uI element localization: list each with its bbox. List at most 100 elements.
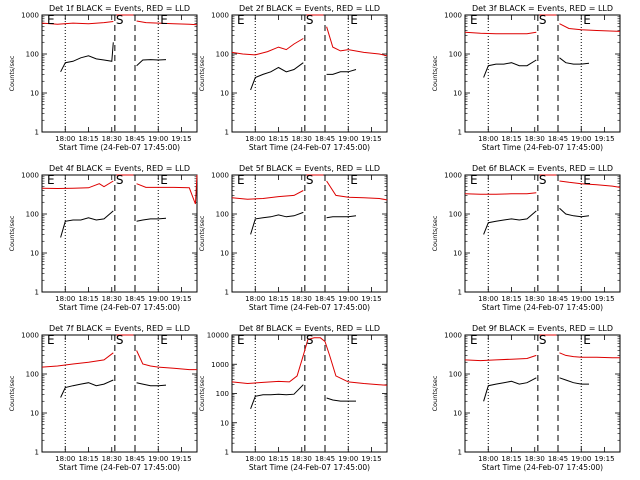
panel-7-xtick-label: 19:15 [171,455,191,463]
panel-8-xtick-label: 18:30 [292,455,312,463]
panel-2-series-red-line [326,26,388,57]
panel-9-marker-s: S [539,333,547,347]
panel-3-xtick-label: 18:30 [525,135,545,143]
panel-9-xtick-label: 18:45 [548,455,568,463]
panel-1-ytick-label: 100 [26,51,39,59]
panel-7-ylabel: Counts/sec [8,375,16,411]
panel-2-ytick-label: 100 [216,51,229,59]
panel-3: Det 3f BLACK = Events, RED = LLD 1 10 100 10… [431,4,621,152]
panel-1-xlabel: Start Time (24-Feb-07 17:45:00) [59,143,180,152]
panel-9-title: Det 9f BLACK = Events, RED = LLD [472,324,613,333]
panel-3-marker-e-end: E [583,13,591,27]
panel-5-title: Det 5f BLACK = Events, RED = LLD [239,164,380,173]
panel-6: Det 6f BLACK = Events, RED = LLD 1 10 100 10… [431,164,621,312]
panel-8-ytick-label: 1000 [211,361,229,369]
panel-9-series-black-line [483,377,537,402]
panel-7-marker-e-start: E [47,333,55,347]
panel-3-ytick-label: 100 [449,51,462,59]
panel-5-series-red-line [326,180,388,201]
panel-4-ytick-label: 1000 [21,172,39,180]
panel-1-marker-e-end: E [160,13,168,27]
panel-1-xtick-label: 18:15 [78,135,98,143]
panel-1-marker-s: S [116,13,124,27]
panel-2-ytick-label: 10 [220,90,229,98]
panel-8-series-black-line [250,384,304,409]
panel-2-xtick-label: 18:30 [292,135,312,143]
panel-9-marker-e-start: E [470,333,478,347]
panel-4-xlabel: Start Time (24-Feb-07 17:45:00) [59,303,180,312]
panel-1-xtick-label: 19:00 [148,135,168,143]
panel-5-ylabel: Counts/sec [198,215,206,251]
panel-7-title: Det 7f BLACK = Events, RED = LLD [49,324,190,333]
panel-3-title: Det 3f BLACK = Events, RED = LLD [472,4,613,13]
panel-2-xtick-label: 19:15 [361,135,381,143]
panel-7-xtick-label: 18:45 [125,455,145,463]
panel-1-xtick-label: 18:00 [55,135,75,143]
panel-1-xtick-label: 18:30 [102,135,122,143]
panel-3-xtick-label: 18:00 [478,135,498,143]
panel-9-xtick-label: 19:15 [594,455,614,463]
panel-8-xlabel: Start Time (24-Feb-07 17:45:00) [249,463,370,472]
panel-4-marker-e-start: E [47,173,55,187]
panel-7-ytick-label: 1 [35,449,39,457]
panel-3-xtick-label: 19:00 [571,135,591,143]
panel-9-xtick-label: 19:00 [571,455,591,463]
panel-2: Det 2f BLACK = Events, RED = LLD 1 10 100 10… [198,4,388,152]
panel-1: Det 1f BLACK = Events, RED = LLD 1 10 100 10… [8,4,198,152]
panel-8-marker-e-end: E [350,333,358,347]
panel-3-series-red-line [464,31,537,35]
panel-4-marker-s: S [116,173,124,187]
panel-7-ytick-label: 100 [26,371,39,379]
panel-4-xtick-label: 19:00 [148,295,168,303]
panel-9-ylabel: Counts/sec [431,375,439,411]
panel-1-ytick-label: 10 [30,90,39,98]
panel-9-ytick-label: 100 [449,371,462,379]
panel-3-xtick-label: 19:15 [594,135,614,143]
panel-3-marker-e-start: E [470,13,478,27]
panel-1-series-red-line [136,20,198,26]
panel-6-ytick-label: 1000 [444,172,462,180]
panel-7-ytick-label: 1000 [21,332,39,340]
panel-5-ytick-label: 10 [220,250,229,258]
panel-7-xtick-label: 19:00 [148,455,168,463]
panel-8-ytick-label: 100 [216,390,229,398]
panel-3-series-red-line [559,23,621,32]
panel-8-marker-e-start: E [237,333,245,347]
panel-4-xtick-label: 18:15 [78,295,98,303]
panel-4-ylabel: Counts/sec [8,215,16,251]
panel-6-series-black-line [559,207,590,218]
panel-4-xtick-label: 19:15 [171,295,191,303]
panel-5-ytick-label: 100 [216,211,229,219]
panel-5-ytick-label: 1000 [211,172,229,180]
panel-7-xtick-label: 18:15 [78,455,98,463]
panel-7: Det 7f BLACK = Events, RED = LLD 1 10 100 10… [8,324,198,472]
panel-1-series-black-line [60,42,114,73]
panel-4-ytick-label: 1 [35,289,39,297]
panel-5-xtick-label: 18:00 [245,295,265,303]
panel-2-marker-s: S [306,13,314,27]
panel-9-xtick-label: 18:30 [525,455,545,463]
panel-5-series-black-line [250,211,304,235]
panel-8-ytick-label: 10000 [207,332,229,340]
panel-5-xtick-label: 18:15 [268,295,288,303]
panel-6-series-red-line [464,192,537,195]
panel-9-ytick-label: 1000 [444,332,462,340]
panel-4-xtick-label: 18:45 [125,295,145,303]
panel-7-xtick-label: 18:00 [55,455,75,463]
panel-4-title: Det 4f BLACK = Events, RED = LLD [49,164,190,173]
panel-5-xtick-label: 18:30 [292,295,312,303]
panel-4-series-black-line [60,210,114,238]
panel-9-ytick-label: 10 [453,410,462,418]
panel-8-series-black-line [326,397,356,402]
panel-6-xtick-label: 18:30 [525,295,545,303]
panel-6-series-red-line [559,180,621,188]
panel-2-ytick-label: 1000 [211,12,229,20]
panel-6-marker-s: S [539,173,547,187]
panel-6-marker-e-start: E [470,173,478,187]
panel-5-ytick-label: 1 [225,289,229,297]
panel-3-xtick-label: 18:45 [548,135,568,143]
panel-9-marker-e-end: E [583,333,591,347]
panel-7-xtick-label: 18:30 [102,455,122,463]
panel-2-series-black-line [250,62,304,91]
panel-6-xtick-label: 19:15 [594,295,614,303]
